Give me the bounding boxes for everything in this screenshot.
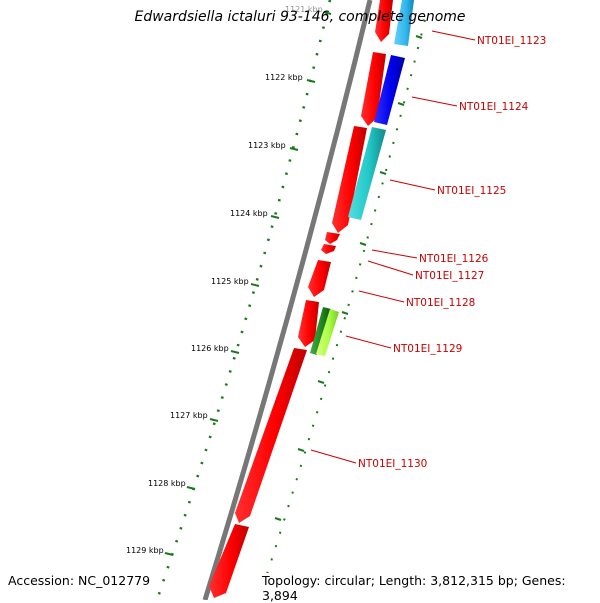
gene-label: NT01EI_1123 — [477, 35, 546, 47]
accession-text: Accession: NC_012779 — [8, 573, 155, 588]
gene-label: NT01EI_1128 — [406, 297, 475, 309]
cds-box — [316, 309, 339, 356]
inner-tick — [379, 171, 387, 175]
kbp-tick-label: 1124 kbp — [230, 209, 268, 218]
inner-tick — [341, 311, 349, 315]
category-track — [310, 0, 414, 356]
kbp-tick — [230, 350, 240, 354]
cds-arrow — [361, 52, 386, 126]
inner-tick — [415, 35, 423, 39]
gene-label: NT01EI_1127 — [415, 270, 484, 282]
cds-arrow — [235, 348, 307, 523]
kbp-tick — [306, 79, 316, 83]
inner-tick — [274, 517, 282, 521]
map-title: Edwardsiella ictaluri 93-146, complete g… — [134, 9, 466, 25]
kbp-tick — [250, 283, 260, 287]
kbp-tick-label: 1123 kbp — [248, 141, 286, 150]
genome-backbone — [202, 0, 373, 600]
label-leader — [431, 30, 476, 41]
kbp-tick — [209, 418, 219, 422]
inner-tick — [397, 102, 405, 106]
cds-box — [394, 0, 414, 46]
inner-tick — [359, 242, 367, 246]
cds-box — [348, 127, 386, 220]
kbp-tick-label: 1121 kbp — [285, 5, 323, 14]
kbp-tick-label: 1126 kbp — [191, 344, 229, 353]
cds-arrow — [209, 524, 249, 598]
kbp-tick-group: 1121 kbp 1122 kbp 1123 kbp 1124 kbp 1125… — [126, 5, 332, 556]
forward-strand-track — [209, 0, 393, 598]
cds-arrow — [375, 0, 393, 42]
kbp-tick-label: 1122 kbp — [265, 73, 303, 82]
kbp-tick — [164, 552, 174, 556]
label-leader — [371, 249, 418, 259]
label-leader — [411, 96, 458, 107]
label-leader — [310, 449, 357, 464]
inner-tick — [297, 448, 305, 452]
kbp-tick-label: 1127 kbp — [170, 411, 208, 420]
label-leader — [367, 260, 414, 276]
kbp-tick-label: 1129 kbp — [126, 546, 164, 555]
cds-box — [310, 307, 331, 355]
inner-tick-group — [261, 19, 426, 591]
cds-arrow — [325, 232, 340, 244]
label-leader — [358, 290, 405, 303]
gene-label: NT01EI_1125 — [437, 185, 506, 197]
inner-tick — [317, 380, 325, 384]
cds-arrow — [332, 126, 367, 233]
gene-label-group: NT01EI_1123 NT01EI_1124 NT01EI_1125 NT01… — [310, 30, 546, 470]
cds-arrow — [298, 300, 319, 347]
cds-arrow — [321, 244, 336, 254]
gene-label: NT01EI_1124 — [459, 101, 529, 113]
label-leader — [345, 335, 392, 349]
kbp-tick-label: 1128 kbp — [148, 479, 186, 488]
kbp-tick-label: 1125 kbp — [211, 277, 249, 286]
cds-arrow — [308, 260, 331, 297]
kbp-tick — [270, 215, 280, 219]
gene-label: NT01EI_1129 — [393, 343, 462, 355]
label-leader — [389, 179, 436, 191]
gene-label: NT01EI_1126 — [419, 253, 489, 265]
kbp-tick — [186, 486, 196, 490]
kbp-tick — [323, 11, 332, 15]
genome-summary-text: Topology: circular; Length: 3,812,315 bp… — [258, 573, 600, 603]
gene-label: NT01EI_1130 — [358, 458, 427, 470]
cds-box — [374, 55, 405, 125]
kbp-tick — [289, 147, 299, 151]
